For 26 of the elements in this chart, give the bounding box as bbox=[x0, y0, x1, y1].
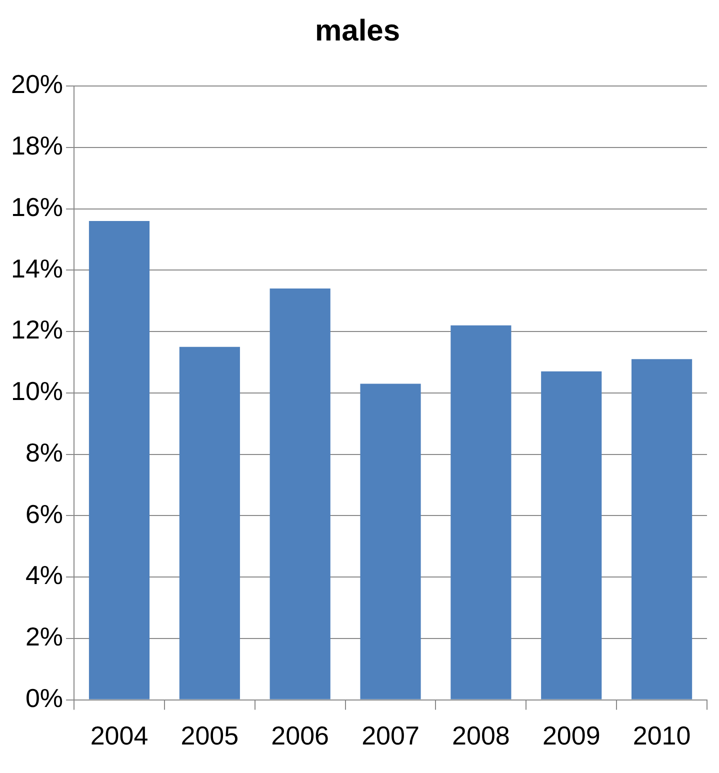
bar bbox=[270, 288, 330, 700]
y-tick-label: 6% bbox=[25, 498, 64, 529]
x-tick-label: 2007 bbox=[362, 720, 420, 751]
y-tick-label: 18% bbox=[10, 130, 64, 161]
bar bbox=[450, 325, 512, 700]
y-tick-label: 4% bbox=[25, 560, 64, 590]
bar bbox=[541, 371, 602, 700]
y-tick-label: 0% bbox=[25, 682, 64, 713]
x-tick-label: 2010 bbox=[632, 720, 691, 751]
y-tick-label: 8% bbox=[25, 437, 64, 468]
x-tick-label: 2004 bbox=[90, 720, 148, 751]
chart-title: males bbox=[314, 14, 400, 48]
y-tick-label: 10% bbox=[10, 376, 64, 406]
x-tick-label: 2005 bbox=[180, 720, 239, 751]
bar bbox=[88, 221, 150, 700]
bar bbox=[631, 359, 692, 700]
x-tick-label: 2008 bbox=[452, 720, 510, 751]
bar bbox=[360, 384, 421, 700]
y-tick-label: 14% bbox=[10, 253, 64, 284]
y-tick-label: 20% bbox=[10, 69, 64, 100]
x-tick-label: 2009 bbox=[542, 720, 600, 751]
x-tick-label: 2006 bbox=[271, 720, 330, 751]
y-tick-label: 2% bbox=[25, 622, 64, 652]
y-tick-label: 16% bbox=[10, 192, 64, 222]
bar bbox=[179, 346, 240, 700]
y-tick-label: 12% bbox=[10, 314, 64, 345]
